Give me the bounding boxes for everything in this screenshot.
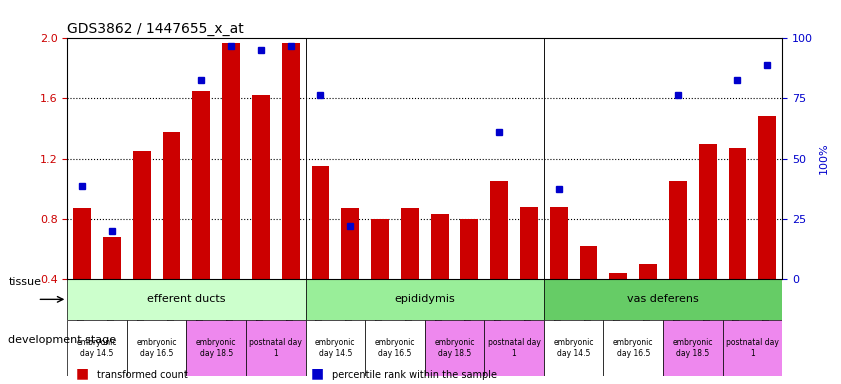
FancyBboxPatch shape	[67, 279, 305, 320]
Text: embryonic
day 14.5: embryonic day 14.5	[553, 338, 594, 358]
Bar	[550, 207, 568, 339]
Bar	[639, 264, 657, 339]
Bar	[461, 218, 479, 339]
Bar	[162, 131, 181, 339]
FancyBboxPatch shape	[544, 320, 603, 376]
FancyBboxPatch shape	[246, 320, 305, 376]
Bar	[431, 214, 448, 339]
Text: embryonic
day 16.5: embryonic day 16.5	[613, 338, 653, 358]
FancyBboxPatch shape	[67, 320, 127, 376]
Text: epididymis: epididymis	[394, 295, 455, 305]
FancyBboxPatch shape	[544, 279, 782, 320]
Bar	[401, 208, 419, 339]
Text: development stage: development stage	[8, 335, 117, 345]
Bar	[699, 144, 717, 339]
Text: tissue: tissue	[8, 277, 41, 287]
Text: percentile rank within the sample: percentile rank within the sample	[332, 370, 497, 380]
Bar	[759, 116, 776, 339]
Y-axis label: 100%: 100%	[818, 143, 828, 174]
Text: postnatal day
1: postnatal day 1	[249, 338, 302, 358]
Bar	[669, 181, 687, 339]
Bar	[520, 207, 538, 339]
Bar	[341, 208, 359, 339]
Text: GDS3862 / 1447655_x_at: GDS3862 / 1447655_x_at	[67, 22, 244, 36]
FancyBboxPatch shape	[722, 320, 782, 376]
Text: embryonic
day 18.5: embryonic day 18.5	[196, 338, 236, 358]
Text: efferent ducts: efferent ducts	[147, 295, 225, 305]
Bar	[133, 151, 151, 339]
FancyBboxPatch shape	[663, 320, 722, 376]
Bar	[193, 91, 210, 339]
Bar	[103, 237, 121, 339]
Text: embryonic
day 14.5: embryonic day 14.5	[315, 338, 356, 358]
Text: postnatal day
1: postnatal day 1	[726, 338, 779, 358]
Text: transformed count: transformed count	[97, 370, 188, 380]
Bar	[73, 208, 91, 339]
FancyBboxPatch shape	[603, 320, 663, 376]
Text: ■: ■	[311, 366, 325, 380]
Bar	[282, 43, 299, 339]
FancyBboxPatch shape	[305, 279, 544, 320]
FancyBboxPatch shape	[425, 320, 484, 376]
Text: embryonic
day 16.5: embryonic day 16.5	[136, 338, 177, 358]
Bar	[610, 273, 627, 339]
Text: embryonic
day 18.5: embryonic day 18.5	[673, 338, 713, 358]
Text: embryonic
day 18.5: embryonic day 18.5	[434, 338, 474, 358]
Text: vas deferens: vas deferens	[627, 295, 699, 305]
Bar	[728, 148, 746, 339]
Bar	[252, 96, 270, 339]
Bar	[490, 181, 508, 339]
FancyBboxPatch shape	[127, 320, 187, 376]
FancyBboxPatch shape	[484, 320, 544, 376]
Bar	[222, 43, 240, 339]
Bar	[371, 218, 389, 339]
Text: embryonic
day 14.5: embryonic day 14.5	[77, 338, 117, 358]
Text: ■: ■	[76, 366, 89, 380]
Bar	[311, 166, 330, 339]
FancyBboxPatch shape	[187, 320, 246, 376]
Bar	[579, 246, 597, 339]
Text: postnatal day
1: postnatal day 1	[488, 338, 541, 358]
FancyBboxPatch shape	[365, 320, 425, 376]
FancyBboxPatch shape	[305, 320, 365, 376]
Text: embryonic
day 16.5: embryonic day 16.5	[375, 338, 415, 358]
